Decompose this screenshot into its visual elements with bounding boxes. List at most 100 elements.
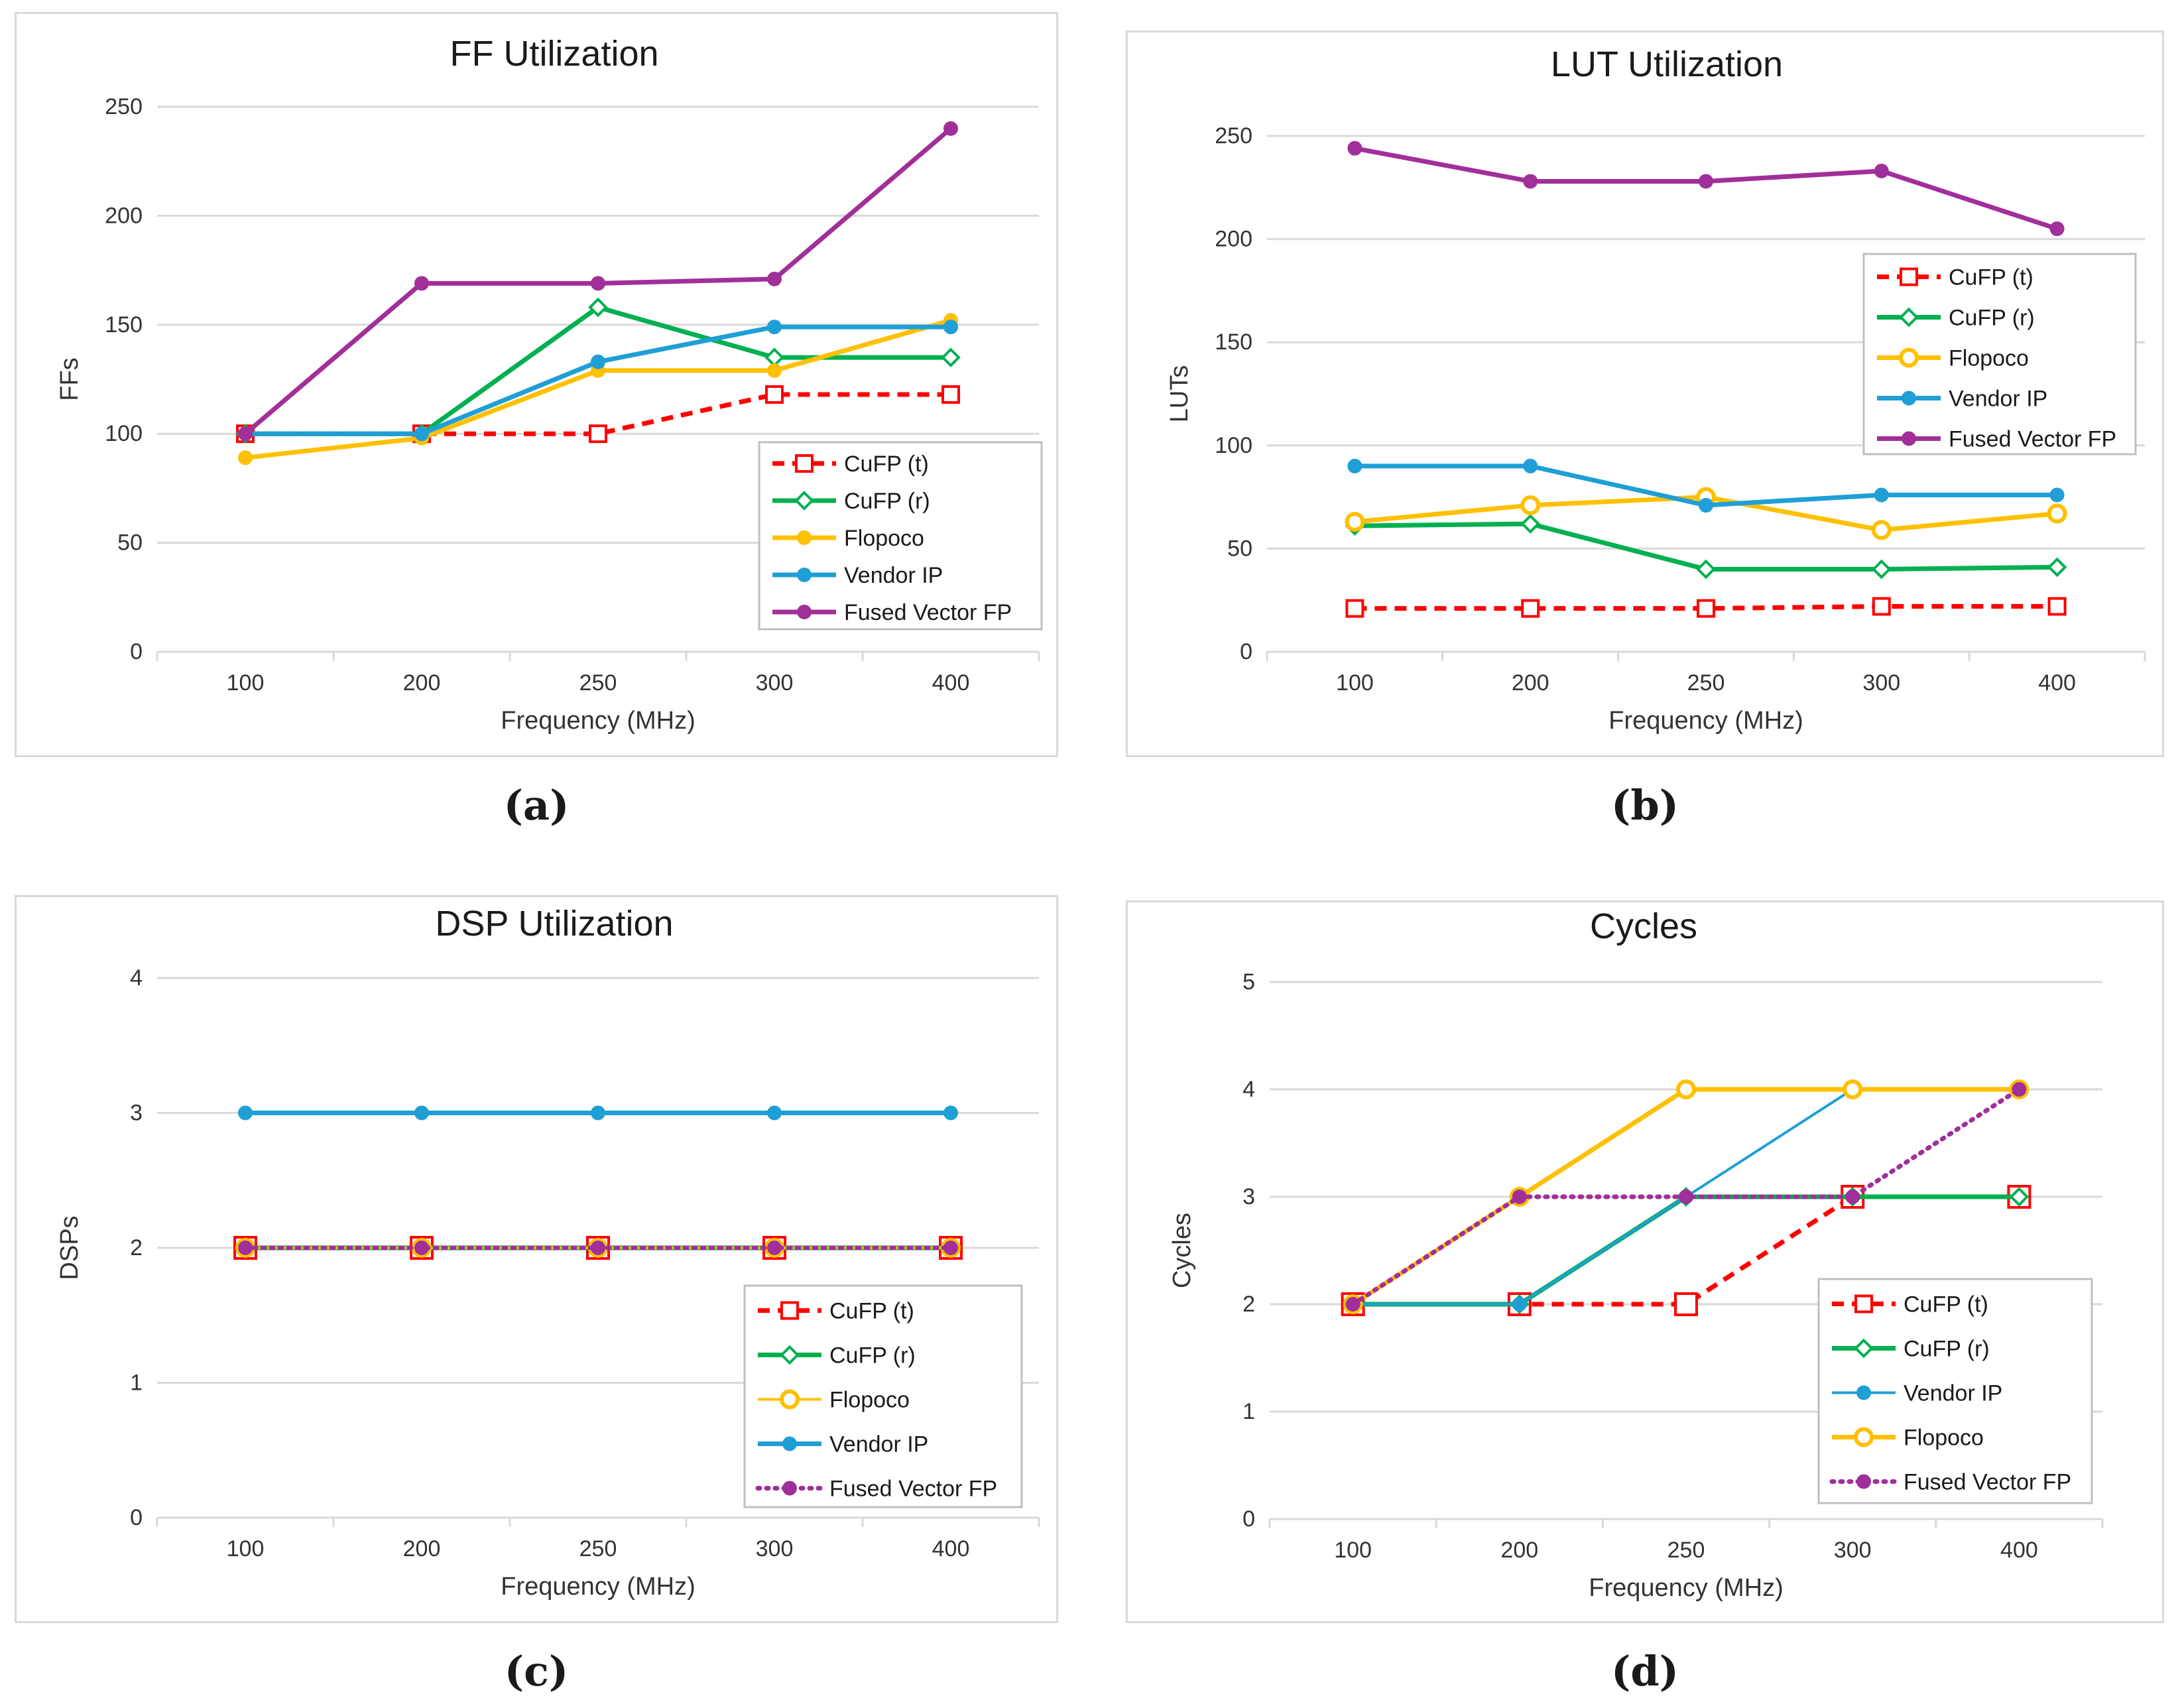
data-point-cufp-t <box>2047 597 2067 616</box>
data-point-fused-vector-fp <box>1523 174 1538 189</box>
legend-marker-vendor-ip <box>1856 1385 1871 1400</box>
data-point-fused-vector-fp <box>1874 163 1889 178</box>
x-tick-label: 200 <box>403 1536 441 1561</box>
data-point-vendor-ip <box>943 320 958 335</box>
data-point-fused-vector-fp <box>943 121 958 136</box>
data-point-vendor-ip <box>1512 1297 1527 1312</box>
y-tick-label: 5 <box>1242 969 1255 995</box>
x-tick-label: 250 <box>579 1536 617 1561</box>
x-tick-label: 300 <box>1834 1538 1872 1563</box>
legend-label: Fused Vector FP <box>844 600 1012 625</box>
caption-d: (d) <box>1610 1647 1679 1695</box>
legend-marker-fused-vector-fp <box>1856 1474 1871 1489</box>
legend-marker-cufp-r <box>1899 307 1919 328</box>
data-point-vendor-ip <box>1699 498 1713 513</box>
data-point-vendor-ip <box>591 354 605 369</box>
y-axis-label: FFs <box>56 357 84 400</box>
data-point-fused-vector-fp <box>1679 1190 1693 1204</box>
legend-marker-fused-vector-fp <box>1902 431 1916 446</box>
y-tick-label: 4 <box>130 965 143 991</box>
data-point-fused-vector-fp <box>1699 174 1713 189</box>
data-point-fused-vector-fp <box>2012 1082 2027 1097</box>
legend-marker-fused-vector-fp <box>797 605 812 619</box>
x-tick-label: 400 <box>932 670 970 696</box>
data-point-cufp-r <box>588 297 608 318</box>
legend-marker-flopoco <box>780 1389 800 1410</box>
data-point-flopoco <box>1345 511 1365 532</box>
series-fused-vector-fp <box>1347 141 2065 237</box>
data-point-vendor-ip <box>414 1105 429 1121</box>
legend-label: Vendor IP <box>829 1432 928 1457</box>
y-tick-label: 200 <box>105 203 143 228</box>
data-point-cufp-r <box>1696 559 1716 580</box>
legend-marker-vendor-ip <box>797 568 812 582</box>
cycles-chart: Cycles 0 1 2 3 4 5 100 200 250 300 400 Frequency (MH… <box>1168 906 2104 1602</box>
legend-label: CuFP (t) <box>1904 1292 1988 1317</box>
chart-panel-dsp: DSP Utilization 0 1 2 3 4 100 200 250 300 400 Frequ… <box>15 895 1058 1623</box>
data-point-flopoco <box>1843 1079 1863 1099</box>
x-tick-label: 100 <box>1334 1538 1372 1563</box>
legend-label: Flopoco <box>829 1388 910 1413</box>
y-tick-label: 150 <box>105 312 143 337</box>
data-point-cufp-t <box>941 385 960 404</box>
ff-utilization-chart: FF Utilization 0 50 100 150 200 250 100 200 250 30… <box>56 34 1043 735</box>
data-point-fused-vector-fp <box>414 276 429 291</box>
x-axis-label: Frequency (MHz) <box>1608 707 1803 735</box>
y-tick-label: 250 <box>1215 123 1252 149</box>
data-point-cufp-r <box>1520 514 1541 534</box>
caption-c: (c) <box>504 1647 569 1695</box>
legend-label: Fused Vector FP <box>1949 427 2116 452</box>
data-point-cufp-t <box>1345 599 1364 618</box>
chart-panel-lut: LUT Utilization 0 50 100 150 200 250 100 200 250 3… <box>1126 30 2164 757</box>
data-point-vendor-ip <box>767 1105 782 1121</box>
legend-label: Fused Vector FP <box>1904 1470 2071 1495</box>
series-flopoco <box>1345 487 2067 540</box>
chart-title: Cycles <box>1590 906 1697 946</box>
y-tick-label: 2 <box>1242 1292 1255 1317</box>
data-point-flopoco <box>767 363 782 378</box>
data-point-fused-vector-fp <box>1845 1190 1860 1204</box>
series-vendor-ip <box>1347 458 2065 513</box>
data-point-flopoco <box>1871 520 1892 540</box>
data-point-fused-vector-fp <box>2049 221 2065 237</box>
data-point-vendor-ip <box>591 1105 605 1121</box>
series-vendor-ip <box>238 1105 958 1121</box>
legend-marker-cufp-t <box>1900 267 1918 286</box>
x-tick-label: 250 <box>579 670 617 696</box>
data-point-cufp-r <box>2047 557 2067 578</box>
data-point-fused-vector-fp <box>591 276 605 291</box>
legend-marker-flopoco <box>1899 347 1919 368</box>
dsp-utilization-chart: DSP Utilization 0 1 2 3 4 100 200 250 300 400 Frequ… <box>56 904 1040 1601</box>
series-line-cufp-t <box>1355 604 2057 611</box>
data-point-vendor-ip <box>943 1105 958 1121</box>
legend-label: CuFP (t) <box>829 1299 914 1324</box>
chart-title: DSP Utilization <box>435 904 673 944</box>
series-fused-vector-fp <box>238 1241 958 1255</box>
data-point-fused-vector-fp <box>1347 141 1362 156</box>
x-tick-label: 100 <box>227 670 265 696</box>
y-tick-label: 4 <box>1242 1077 1255 1102</box>
y-tick-label: 100 <box>1215 433 1252 458</box>
data-point-cufp-r <box>1871 559 1892 580</box>
legend-label: CuFP (r) <box>1949 306 2035 331</box>
caption-b: (b) <box>1610 781 1679 829</box>
data-point-fused-vector-fp <box>767 271 782 286</box>
y-tick-label: 1 <box>130 1371 143 1396</box>
legend-marker-cufp-r <box>794 491 814 511</box>
x-tick-label: 200 <box>403 670 441 696</box>
y-tick-label: 0 <box>130 639 143 664</box>
x-tick-label: 200 <box>1500 1538 1538 1563</box>
x-tick-label: 400 <box>2000 1538 2038 1563</box>
y-tick-label: 50 <box>1227 536 1252 561</box>
y-tick-label: 0 <box>1240 639 1252 664</box>
x-tick-label: 300 <box>1862 670 1900 696</box>
y-tick-label: 150 <box>1215 330 1252 355</box>
y-tick-label: 1 <box>1242 1399 1255 1424</box>
legend-marker-flopoco <box>797 530 812 545</box>
legend: CuFP (t) CuFP (r) Flopoco Vendor IP Fused Ve… <box>1862 253 2137 456</box>
data-point-vendor-ip <box>238 1105 253 1121</box>
chart-title: FF Utilization <box>450 34 658 74</box>
legend-marker-cufp-r <box>1854 1338 1874 1359</box>
legend: CuFP (t) CuFP (r) Vendor IP Flopoco Fused Ve… <box>1817 1278 2093 1504</box>
lut-utilization-chart: LUT Utilization 0 50 100 150 200 250 100 200 250 3… <box>1166 44 2146 735</box>
